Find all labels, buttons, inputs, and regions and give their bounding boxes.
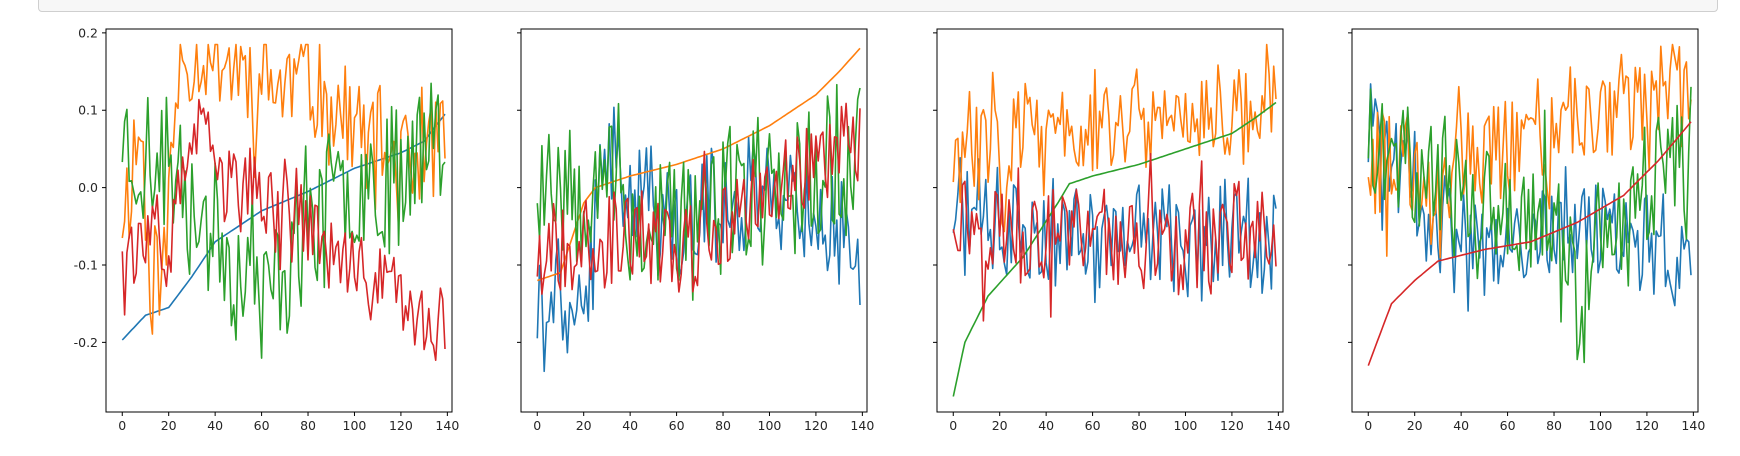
x-tick-label: 60 [254, 418, 270, 433]
x-tick-label: 80 [715, 418, 731, 433]
panel-3: 0 20 40 60 80 100 120 140 [933, 28, 1290, 433]
x-tick-label: 100 [1174, 418, 1198, 433]
series-line-red [1367, 121, 1692, 366]
x-tick-label: 120 [1635, 418, 1659, 433]
x-tick-label: 120 [1220, 418, 1244, 433]
axes-frame [936, 28, 1284, 413]
y-tick-label: 0.0 [78, 180, 98, 195]
y-tick-label: -0.1 [74, 257, 98, 272]
axes-frame [520, 28, 868, 413]
x-tick-label: 40 [207, 418, 223, 433]
series-line-red [121, 98, 446, 362]
x-tick-label: 0 [118, 418, 126, 433]
x-tick-label: 80 [300, 418, 316, 433]
x-tick-label: 20 [1407, 418, 1423, 433]
x-tick-label: 0 [533, 418, 541, 433]
series-line-red [952, 152, 1277, 322]
x-tick-label: 40 [1038, 418, 1054, 433]
x-tick-label: 60 [1500, 418, 1516, 433]
notebook-cell-frame [38, 0, 1718, 12]
series-line-green [536, 83, 861, 301]
series-line-orange [1367, 43, 1692, 259]
axes-frame [105, 28, 453, 413]
series-line-orange [952, 43, 1277, 233]
series-line-orange [537, 47, 861, 282]
x-tick-label: 60 [1085, 418, 1101, 433]
x-tick-label: 60 [669, 418, 685, 433]
panel-2: 0 20 40 60 80 100 120 140 [517, 28, 874, 433]
series-line-green [952, 101, 1277, 397]
panel-4: 0 20 40 60 80 100 120 140 [1348, 28, 1705, 433]
x-tick-label: 20 [992, 418, 1008, 433]
series-line-green [121, 82, 446, 359]
x-tick-label: 20 [161, 418, 177, 433]
x-tick-label: 140 [850, 418, 874, 433]
x-tick-label: 80 [1131, 418, 1147, 433]
x-tick-label: 40 [1453, 418, 1469, 433]
series-line-blue [952, 157, 1277, 304]
x-tick-label: 120 [804, 418, 828, 433]
axes-frame [1351, 28, 1699, 413]
y-tick-label: 0.1 [78, 103, 98, 118]
panel-1: 0 20 40 60 80 100 120 140 0.2 0.1 0.0 -0.1 -0.2 [74, 25, 460, 433]
x-tick-label: 0 [1364, 418, 1372, 433]
x-tick-label: 140 [435, 418, 459, 433]
x-tick-label: 40 [622, 418, 638, 433]
x-tick-label: 140 [1266, 418, 1290, 433]
x-tick-label: 120 [389, 418, 413, 433]
y-tick-label: -0.2 [74, 335, 98, 350]
x-tick-label: 140 [1681, 418, 1705, 433]
series-line-red [536, 102, 861, 295]
x-tick-label: 20 [576, 418, 592, 433]
x-tick-label: 100 [1589, 418, 1613, 433]
x-tick-label: 100 [343, 418, 367, 433]
x-tick-label: 80 [1546, 418, 1562, 433]
y-tick-label: 0.2 [78, 25, 98, 40]
x-tick-label: 0 [949, 418, 957, 433]
x-tick-label: 100 [758, 418, 782, 433]
